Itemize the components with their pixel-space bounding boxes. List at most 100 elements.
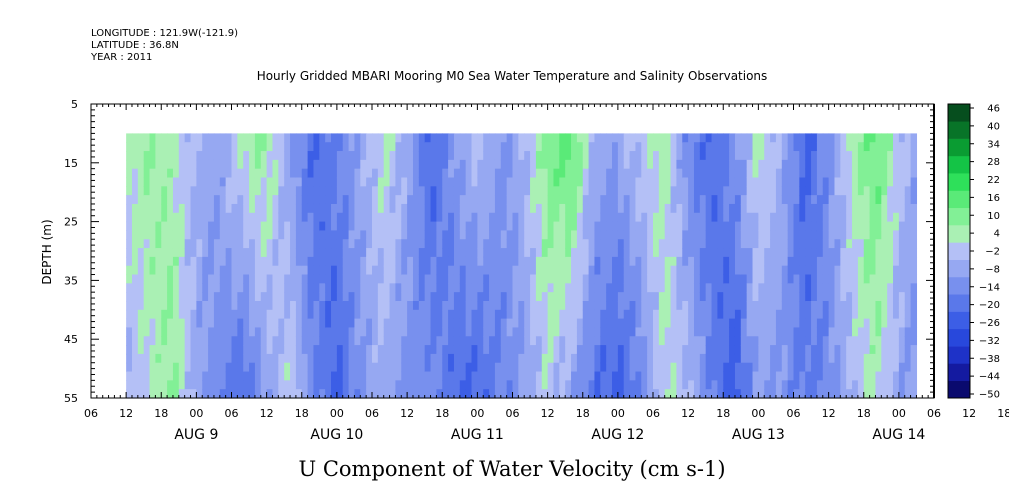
heatmap-cell (664, 221, 672, 232)
heatmap-cell (811, 274, 818, 284)
heatmap-cell (764, 159, 771, 170)
heatmap-cell (688, 300, 695, 311)
heatmap-cell (816, 177, 824, 187)
heatmap-cell (178, 345, 186, 355)
heatmap-cell (219, 221, 227, 232)
heatmap-cell (184, 309, 192, 320)
heatmap-cell (483, 195, 490, 205)
heatmap-cell (676, 212, 683, 223)
heatmap-cell (465, 256, 473, 267)
heatmap-cell (693, 168, 701, 179)
heatmap-cell (893, 159, 900, 170)
heatmap-cell (600, 318, 607, 329)
heatmap-cell (781, 292, 789, 302)
heatmap-cell (612, 177, 619, 187)
heatmap-cell (764, 309, 771, 320)
heatmap-cell (407, 345, 414, 355)
heatmap-cell (629, 353, 637, 364)
heatmap-cell (764, 318, 771, 329)
heatmap-cell (647, 389, 654, 399)
heatmap-cell (811, 309, 818, 320)
heatmap-cell (559, 195, 566, 205)
heatmap-cell (500, 318, 508, 329)
heatmap-cell (184, 195, 192, 205)
heatmap-cell (208, 133, 215, 143)
heatmap-cell (857, 212, 865, 223)
heatmap-cell (910, 362, 918, 373)
heatmap-cell (647, 300, 654, 311)
heatmap-cell (448, 389, 455, 399)
heatmap-cell (401, 300, 408, 311)
heatmap-cell (208, 186, 215, 196)
heatmap-cell (834, 186, 841, 196)
heatmap-cell (588, 168, 596, 179)
heatmap-cell (307, 159, 315, 170)
heatmap-cell (208, 151, 215, 161)
heatmap-cell (840, 380, 847, 390)
heatmap-cell (530, 212, 537, 223)
heatmap-cell (254, 371, 262, 381)
heatmap-cell (875, 177, 882, 187)
heatmap-cell (822, 300, 830, 311)
heatmap-cell (898, 300, 906, 311)
heatmap-cell (910, 212, 918, 223)
heatmap-cell (342, 380, 350, 390)
heatmap-cell (178, 256, 186, 267)
heatmap-cell (852, 159, 859, 170)
heatmap-cell (576, 248, 584, 258)
heatmap-cell (541, 336, 549, 346)
heatmap-cell (208, 327, 215, 337)
heatmap-cell (161, 353, 168, 364)
heatmap-cell (167, 300, 174, 311)
heatmap-cell (594, 212, 601, 223)
x-tick-label: 18 (295, 407, 309, 420)
heatmap-cell (740, 151, 748, 161)
heatmap-cell (342, 221, 350, 232)
heatmap-cell (635, 345, 642, 355)
heatmap-cell (629, 274, 637, 284)
heatmap-cell (424, 230, 432, 240)
heatmap-cell (126, 283, 133, 293)
heatmap-cell (278, 389, 285, 399)
heatmap-cell (489, 353, 496, 364)
heatmap-cell (377, 248, 385, 258)
heatmap-cell (588, 195, 596, 205)
heatmap-cell (811, 283, 818, 293)
heatmap-cell (512, 168, 519, 179)
heatmap-cell (524, 389, 531, 399)
heatmap-cell (178, 274, 186, 284)
heatmap-cell (623, 300, 631, 311)
heatmap-cell (559, 389, 566, 399)
heatmap-cell (682, 309, 689, 320)
heatmap-cell (401, 195, 408, 205)
heatmap-cell (331, 186, 338, 196)
heatmap-cell (676, 177, 683, 187)
heatmap-cell (746, 362, 754, 373)
heatmap-cell (313, 159, 320, 170)
heatmap-cell (231, 203, 238, 214)
heatmap-cell (137, 239, 145, 249)
heatmap-cell (723, 389, 730, 399)
heatmap-cell (383, 362, 391, 373)
heatmap-cell (647, 265, 654, 276)
heatmap-cell (167, 230, 174, 240)
heatmap-cell (576, 151, 584, 161)
heatmap-cell (453, 177, 461, 187)
heatmap-cell (459, 362, 467, 373)
heatmap-cell (360, 292, 367, 302)
heatmap-cell (143, 230, 151, 240)
heatmap-cell (653, 256, 660, 267)
heatmap-cell (231, 345, 238, 355)
heatmap-cell (653, 274, 660, 284)
heatmap-cell (664, 309, 672, 320)
heatmap-cell (377, 345, 385, 355)
heatmap-cell (243, 327, 250, 337)
heatmap-cell (494, 274, 502, 284)
heatmap-cell (834, 159, 841, 170)
heatmap-cell (178, 177, 186, 187)
heatmap-cell (295, 203, 303, 214)
heatmap-cell (582, 151, 590, 161)
heatmap-cell (547, 380, 555, 390)
heatmap-cell (764, 221, 771, 232)
heatmap-cell (167, 195, 174, 205)
